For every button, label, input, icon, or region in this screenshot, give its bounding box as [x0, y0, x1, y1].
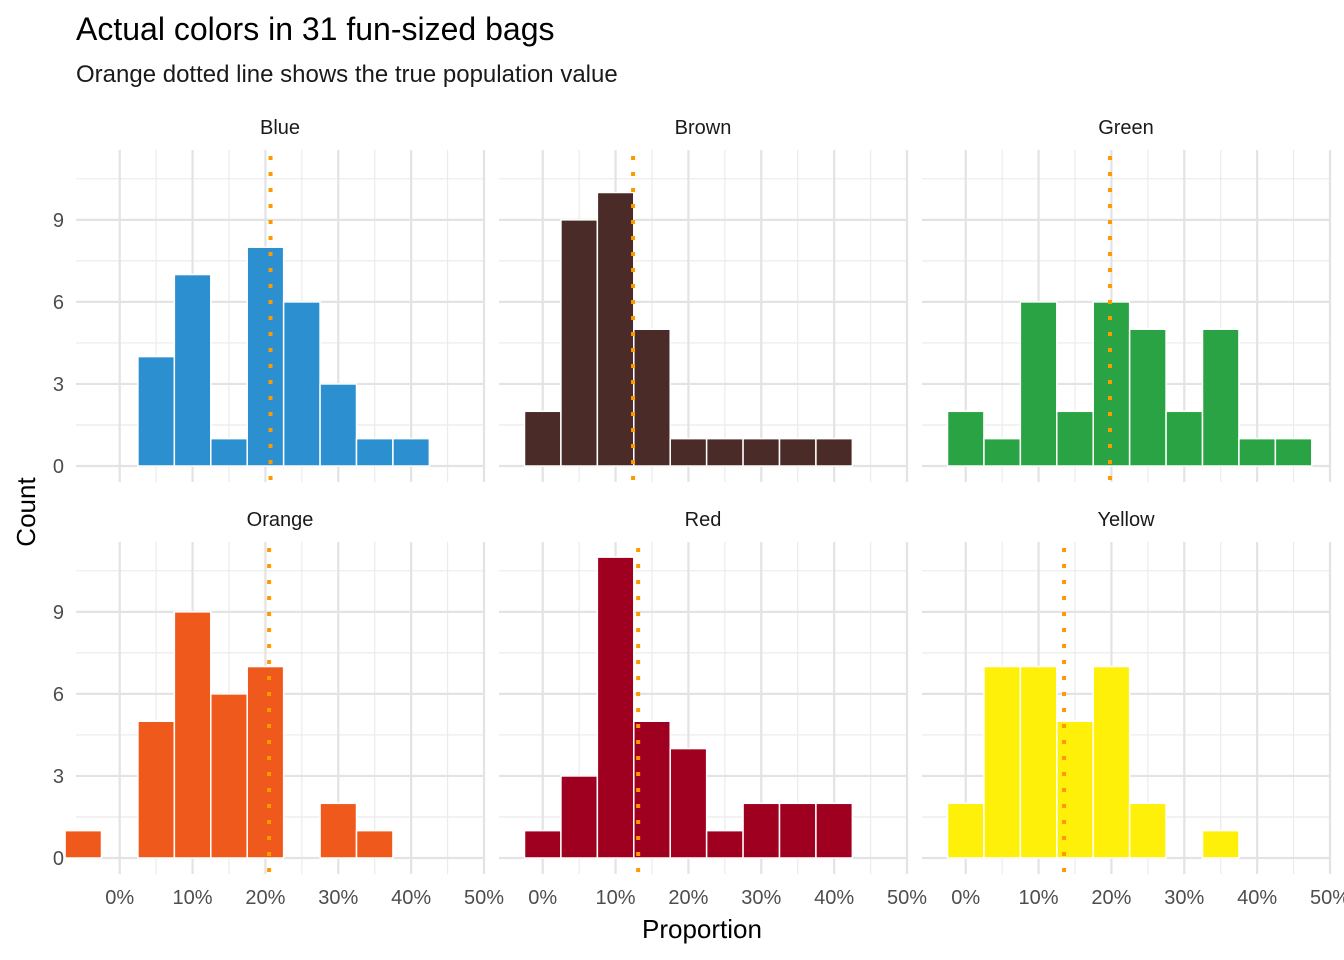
- histogram-bar: [355, 829, 394, 859]
- histogram-bar: [778, 437, 817, 467]
- histogram-bar: [1128, 802, 1167, 859]
- x-tick-label: 10%: [173, 887, 213, 909]
- x-tick-label: 20%: [1091, 887, 1131, 909]
- histogram-bar: [64, 829, 103, 859]
- facet-brown: Brown: [499, 117, 909, 482]
- histogram-bar: [523, 829, 562, 859]
- x-axis-title: Proportion: [642, 914, 762, 944]
- x-tick-label: 20%: [668, 887, 708, 909]
- histogram-bar: [210, 437, 248, 467]
- y-tick-label: 6: [53, 684, 64, 706]
- facet-blue: Blue 0 3 6 9: [53, 117, 486, 482]
- facet-label: Red: [685, 509, 722, 531]
- histogram-bar: [742, 437, 781, 467]
- histogram-bar: [1128, 328, 1167, 467]
- histogram-bar: [1238, 437, 1277, 467]
- facet-label: Brown: [675, 117, 732, 139]
- histogram-bar: [983, 437, 1022, 467]
- histogram-bar: [282, 301, 321, 467]
- x-tick-label: 30%: [1164, 887, 1204, 909]
- facet-green: Green: [922, 117, 1332, 482]
- histogram-bar: [392, 437, 431, 467]
- histogram-bar: [946, 410, 985, 467]
- y-tick-label: 3: [53, 374, 64, 396]
- y-tick-label: 9: [53, 602, 64, 624]
- histogram-bar: [246, 246, 285, 467]
- x-tick-label: 0%: [528, 887, 557, 909]
- histogram-bar: [742, 802, 781, 859]
- histogram-bar: [1201, 829, 1240, 859]
- y-tick-label: 9: [53, 210, 64, 232]
- facet-label: Yellow: [1097, 509, 1155, 531]
- histogram-bar: [705, 829, 744, 859]
- histogram-bar: [983, 665, 1022, 859]
- histogram-bar: [1056, 410, 1094, 467]
- x-tick-label: 50%: [887, 887, 927, 909]
- histogram-bar: [173, 273, 212, 467]
- x-tick-label: 40%: [1237, 887, 1277, 909]
- x-tick-label: 50%: [464, 887, 504, 909]
- histogram-bar: [946, 802, 985, 859]
- histogram-bar: [1019, 665, 1058, 859]
- histogram-bar: [355, 437, 394, 467]
- histogram-bar: [778, 802, 817, 859]
- x-tick-label: 40%: [391, 887, 431, 909]
- facet-panels: Blue 0 3 6 9 Brown Green Orange 0 3 6 9 0% 10% 20% 30% 4…: [53, 117, 1344, 909]
- histogram-bar: [1165, 410, 1204, 467]
- histogram-bar: [560, 219, 599, 467]
- histogram-bar: [1274, 437, 1313, 467]
- y-tick-label: 3: [53, 766, 64, 788]
- histogram-bar: [137, 355, 176, 467]
- x-tick-label: 0%: [951, 887, 980, 909]
- facet-label: Blue: [260, 117, 300, 139]
- x-tick-label: 30%: [741, 887, 781, 909]
- histogram-bar: [137, 720, 176, 859]
- x-tick-label: 10%: [1019, 887, 1059, 909]
- y-tick-label: 0: [53, 456, 64, 478]
- histogram-bar: [596, 556, 635, 859]
- histogram-bar: [246, 665, 285, 859]
- histogram-bar: [319, 383, 358, 467]
- histogram-bar: [596, 191, 635, 467]
- x-tick-label: 50%: [1310, 887, 1344, 909]
- histogram-bar: [1092, 665, 1131, 859]
- histogram-bar: [815, 802, 854, 859]
- y-tick-label: 6: [53, 292, 64, 314]
- chart-title: Actual colors in 31 fun-sized bags: [76, 11, 554, 47]
- histogram-bar: [173, 611, 212, 859]
- histogram-bar: [815, 437, 854, 467]
- x-tick-label: 0%: [105, 887, 134, 909]
- histogram-bar: [705, 437, 744, 467]
- histogram-bar: [319, 802, 358, 859]
- facet-label: Orange: [247, 509, 314, 531]
- histogram-bar: [210, 693, 248, 859]
- histogram-bar: [633, 328, 671, 467]
- histogram-bar: [1019, 301, 1058, 467]
- facet-orange: Orange 0 3 6 9 0% 10% 20% 30% 40% 50%: [53, 509, 504, 909]
- histogram-bar: [523, 410, 562, 467]
- facet-label: Green: [1098, 117, 1154, 139]
- facet-red: Red 0% 10% 20% 30% 40% 50%: [499, 509, 927, 909]
- x-tick-label: 10%: [596, 887, 636, 909]
- histogram-bar: [669, 747, 708, 859]
- facet-yellow: Yellow 0% 10% 20% 30% 40% 50%: [922, 509, 1344, 909]
- chart-subtitle: Orange dotted line shows the true popula…: [76, 61, 618, 88]
- x-tick-label: 20%: [245, 887, 285, 909]
- histogram-bar: [1201, 328, 1240, 467]
- histogram-bar: [560, 775, 599, 859]
- histogram-bar: [669, 437, 708, 467]
- y-tick-label: 0: [53, 848, 64, 870]
- x-tick-label: 30%: [318, 887, 358, 909]
- x-tick-label: 40%: [814, 887, 854, 909]
- y-axis-title: Count: [11, 477, 41, 547]
